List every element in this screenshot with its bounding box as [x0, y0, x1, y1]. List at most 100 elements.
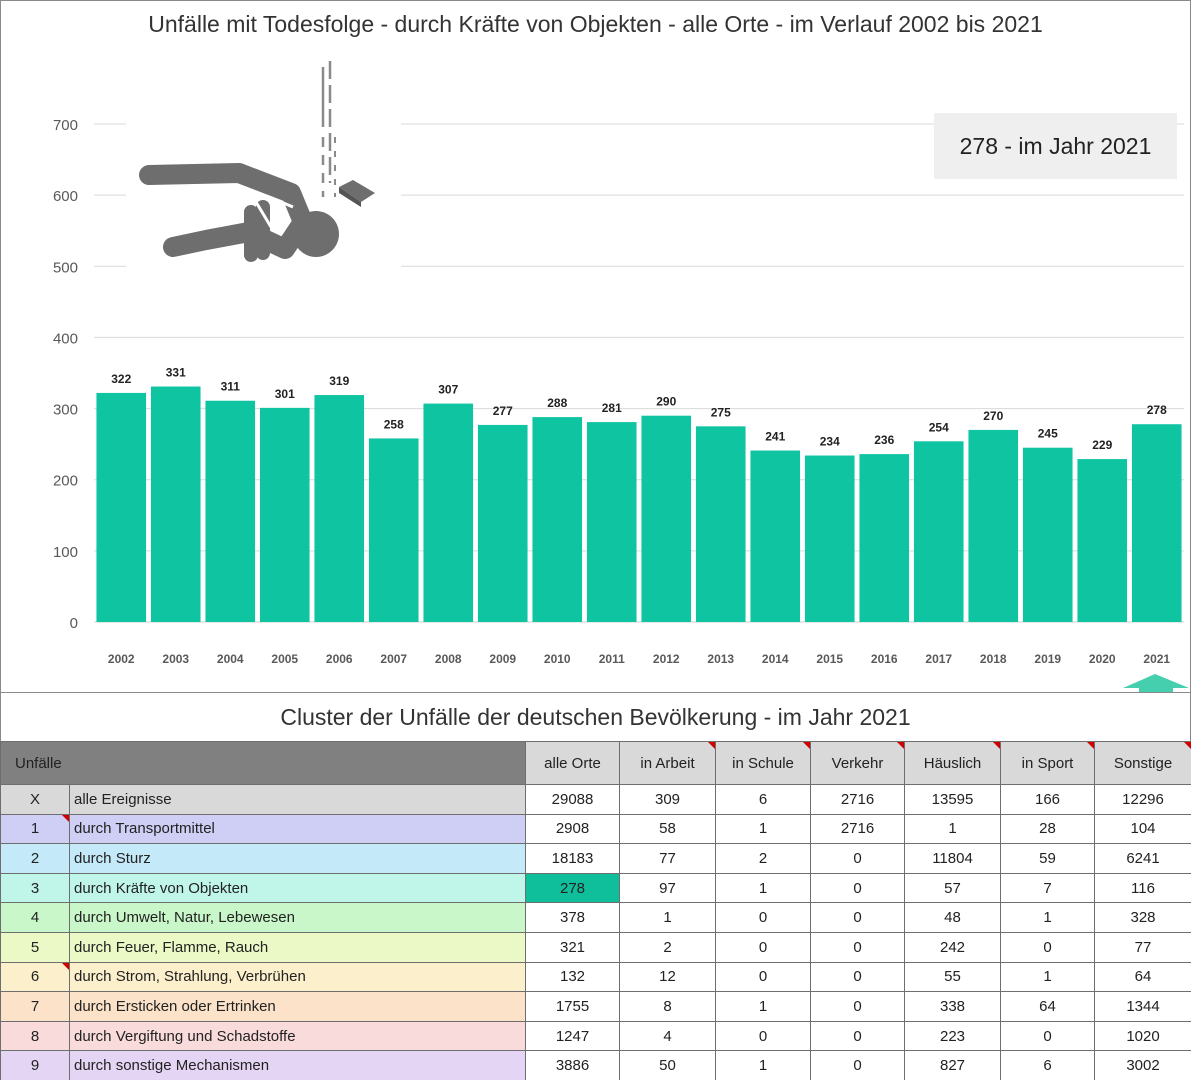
table-cell: 0: [1000, 931, 1096, 963]
row-index: 8: [0, 1020, 70, 1052]
bar: [532, 417, 583, 622]
data-label: 277: [493, 404, 513, 418]
table-cell: 0: [810, 872, 906, 904]
bar: [1131, 424, 1182, 622]
data-label: 331: [166, 366, 186, 380]
cluster-table: Unfälle alle Orte in Arbeit in Schule Ve…: [0, 741, 1191, 1080]
row-label: durch Strom, Strahlung, Verbrühen: [68, 961, 527, 993]
bar: [804, 455, 855, 622]
y-tick-label: 500: [53, 259, 78, 276]
x-tick-label: 2016: [871, 652, 898, 666]
table-cell: 3002: [1094, 1050, 1191, 1080]
cluster-title: Cluster der Unfälle der deutschen Bevölk…: [0, 692, 1191, 742]
table-cell: 12296: [1094, 784, 1191, 815]
bar: [314, 395, 365, 622]
table-cell: 0: [810, 1020, 906, 1052]
bar: [150, 386, 201, 622]
y-tick-label: 200: [53, 473, 78, 490]
data-label: 311: [221, 380, 241, 394]
y-tick-label: 400: [53, 330, 78, 347]
table-cell: 1: [715, 1050, 812, 1080]
row-index: 2: [0, 843, 70, 874]
table-cell: 58: [619, 813, 717, 845]
table-cell: 64: [1094, 961, 1191, 993]
row-label: durch Feuer, Flamme, Rauch: [68, 931, 527, 963]
table-row: 3 durch Kräfte von Objekten 278 97 1 0 57 7 116: [0, 872, 1191, 904]
bar: [423, 403, 474, 622]
bar: [750, 450, 801, 622]
x-tick-label: 2014: [762, 652, 789, 666]
table-cell: 166: [1000, 784, 1096, 815]
row-index: 1: [0, 813, 70, 845]
data-label: 288: [547, 396, 567, 410]
y-tick-label: 600: [53, 188, 78, 205]
table-cell: 1: [619, 902, 717, 933]
table-cell: 12: [619, 961, 717, 993]
x-tick-label: 2006: [326, 652, 353, 666]
table-cell: 8: [619, 991, 717, 1022]
bar: [1022, 447, 1073, 622]
column-header-verkehr: Verkehr: [810, 741, 906, 785]
row-index: 4: [0, 902, 70, 933]
row-index: 5: [0, 931, 70, 963]
x-tick-label: 2007: [380, 652, 407, 666]
table-cell: 28: [1000, 813, 1096, 845]
x-tick-label: 2008: [435, 652, 462, 666]
table-cell: 1020: [1094, 1020, 1191, 1052]
chart-title: Unfälle mit Todesfolge - durch Kräfte vo…: [0, 0, 1191, 48]
row-label: durch sonstige Mechanismen: [68, 1050, 527, 1080]
table-row: 6 durch Strom, Strahlung, Verbrühen 132 12 0…: [0, 961, 1191, 993]
table-cell: 328: [1094, 902, 1191, 933]
x-tick-label: 2017: [925, 652, 952, 666]
column-header-unfaelle: Unfälle: [0, 741, 527, 785]
row-label: durch Umwelt, Natur, Lebewesen: [68, 902, 527, 933]
x-tick-label: 2005: [271, 652, 298, 666]
x-tick-label: 2011: [599, 652, 625, 666]
table-cell: 1: [904, 813, 1002, 845]
table-cell: 11804: [904, 843, 1002, 874]
table-cell: 278: [525, 872, 621, 904]
row-label: alle Ereignisse: [68, 784, 527, 815]
data-label: 254: [929, 420, 949, 434]
table-cell: 2716: [810, 813, 906, 845]
x-tick-label: 2015: [816, 652, 843, 666]
data-label: 290: [656, 395, 676, 409]
table-cell: 1247: [525, 1020, 621, 1052]
column-header-alle-orte: alle Orte: [525, 741, 621, 785]
table-header-row: Unfälle alle Orte in Arbeit in Schule Ve…: [0, 741, 1191, 785]
table-cell: 59: [1000, 843, 1096, 874]
table-cell: 0: [715, 931, 812, 963]
highlight-value-box: 278 - im Jahr 2021: [934, 113, 1177, 179]
bar: [205, 400, 256, 622]
bar: [913, 441, 964, 622]
table-cell: 29088: [525, 784, 621, 815]
table-cell: 338: [904, 991, 1002, 1022]
y-tick-label: 0: [70, 615, 78, 632]
data-label: 229: [1092, 438, 1112, 452]
table-cell: 18183: [525, 843, 621, 874]
column-header-haeuslich: Häuslich: [904, 741, 1002, 785]
row-index: 6: [0, 961, 70, 993]
x-tick-label: 2009: [489, 652, 516, 666]
table-cell: 0: [810, 961, 906, 993]
x-tick-label: 2010: [544, 652, 571, 666]
table-cell: 4: [619, 1020, 717, 1052]
data-label: 245: [1038, 427, 1058, 441]
data-label: 234: [820, 435, 840, 449]
table-cell: 132: [525, 961, 621, 993]
y-tick-label: 700: [53, 117, 78, 134]
table-cell: 116: [1094, 872, 1191, 904]
row-label: durch Kräfte von Objekten: [68, 872, 527, 904]
table-row: 7 durch Ersticken oder Ertrinken 1755 8 1 0 33…: [0, 991, 1191, 1022]
person-hit-by-falling-object-icon: [126, 61, 401, 322]
table-cell: 1: [1000, 961, 1096, 993]
bar: [695, 426, 746, 622]
table-row: 1 durch Transportmittel 2908 58 1 2716 1 28 104: [0, 813, 1191, 845]
row-label: durch Ersticken oder Ertrinken: [68, 991, 527, 1022]
table-cell: 1: [1000, 902, 1096, 933]
table-cell: 2908: [525, 813, 621, 845]
table-cell: 0: [810, 931, 906, 963]
table-cell: 1: [715, 872, 812, 904]
data-label: 258: [384, 417, 404, 431]
